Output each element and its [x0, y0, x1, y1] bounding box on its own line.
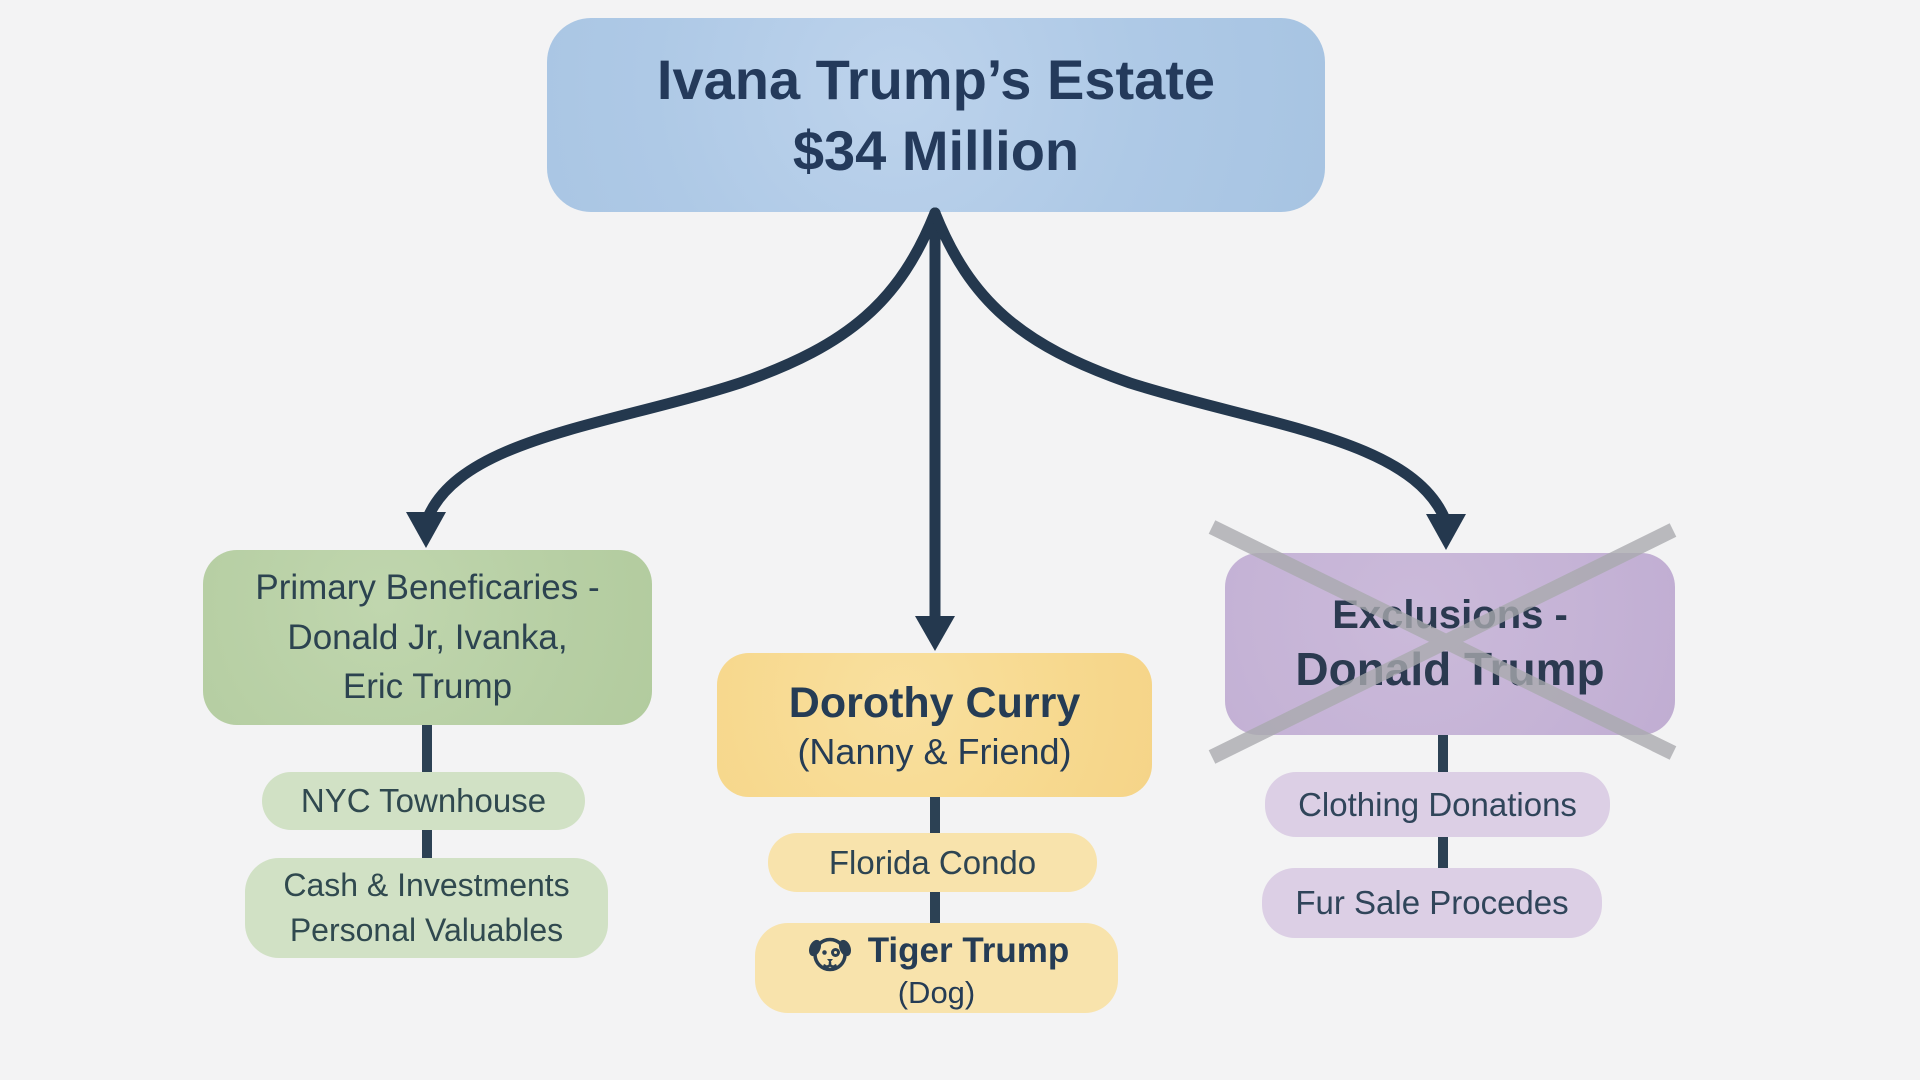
clothing-donations-label: Clothing Donations — [1298, 785, 1577, 823]
estate-amount: $34 Million — [792, 119, 1080, 182]
node-clothing-donations: Clothing Donations — [1265, 772, 1610, 837]
root-node-estate: Ivana Trump’s Estate $34 Million — [547, 18, 1325, 212]
exclusions-line2: Donald Trump — [1295, 643, 1605, 696]
tiger-trump-label: Tiger Trump — [867, 931, 1070, 971]
arrowhead-dorothy — [915, 616, 955, 651]
node-fur-sale-procedes: Fur Sale Procedes — [1262, 868, 1602, 938]
arrow-root-to-beneficiaries — [423, 207, 941, 521]
arrowhead-exclusions — [1426, 514, 1466, 550]
arrowhead-beneficiaries — [406, 512, 446, 548]
exclusions-line1: Exclusions - — [1332, 593, 1568, 638]
beneficiaries-line3: Eric Trump — [342, 667, 513, 707]
dorothy-role: (Nanny & Friend) — [797, 730, 1072, 772]
node-florida-condo: Florida Condo — [768, 833, 1097, 892]
arrow-root-to-exclusions — [929, 207, 1450, 523]
node-cash-investments: Cash & Investments Personal Valuables — [245, 858, 608, 958]
estate-title: Ivana Trump’s Estate — [656, 47, 1216, 111]
tiger-trump-species: (Dog) — [897, 974, 976, 1010]
dorothy-name: Dorothy Curry — [788, 679, 1081, 728]
beneficiaries-line1: Primary Beneficaries - — [255, 567, 600, 607]
dog-face-icon — [804, 926, 856, 976]
cash-investments-line2: Personal Valuables — [289, 912, 564, 948]
tiger-trump-row: Tiger Trump — [804, 926, 1070, 976]
node-exclusions: Exclusions - Donald Trump — [1225, 553, 1675, 735]
cash-investments-line1: Cash & Investments — [283, 866, 570, 903]
beneficiaries-line2: Donald Jr, Ivanka, — [287, 617, 568, 657]
node-dorothy-curry: Dorothy Curry (Nanny & Friend) — [717, 653, 1152, 797]
fur-sale-procedes-label: Fur Sale Procedes — [1295, 884, 1569, 921]
nyc-townhouse-label: NYC Townhouse — [300, 782, 547, 819]
node-nyc-townhouse: NYC Townhouse — [262, 772, 585, 830]
florida-condo-label: Florida Condo — [828, 843, 1037, 881]
node-primary-beneficiaries: Primary Beneficaries - Donald Jr, Ivanka… — [203, 550, 652, 725]
node-tiger-trump: Tiger Trump (Dog) — [755, 923, 1118, 1013]
